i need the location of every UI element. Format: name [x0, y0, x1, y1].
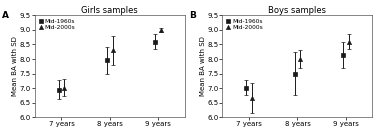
Legend: Mid-1960s, Mid-2000s: Mid-1960s, Mid-2000s	[38, 18, 76, 31]
Y-axis label: Mean BA with SD: Mean BA with SD	[12, 36, 18, 96]
Text: A: A	[2, 11, 9, 20]
Legend: Mid-1960s, Mid-2000s: Mid-1960s, Mid-2000s	[225, 18, 264, 31]
Text: B: B	[189, 11, 196, 20]
Title: Boys samples: Boys samples	[268, 6, 327, 14]
Title: Girls samples: Girls samples	[82, 6, 138, 14]
Y-axis label: Mean BA with SD: Mean BA with SD	[200, 36, 206, 96]
